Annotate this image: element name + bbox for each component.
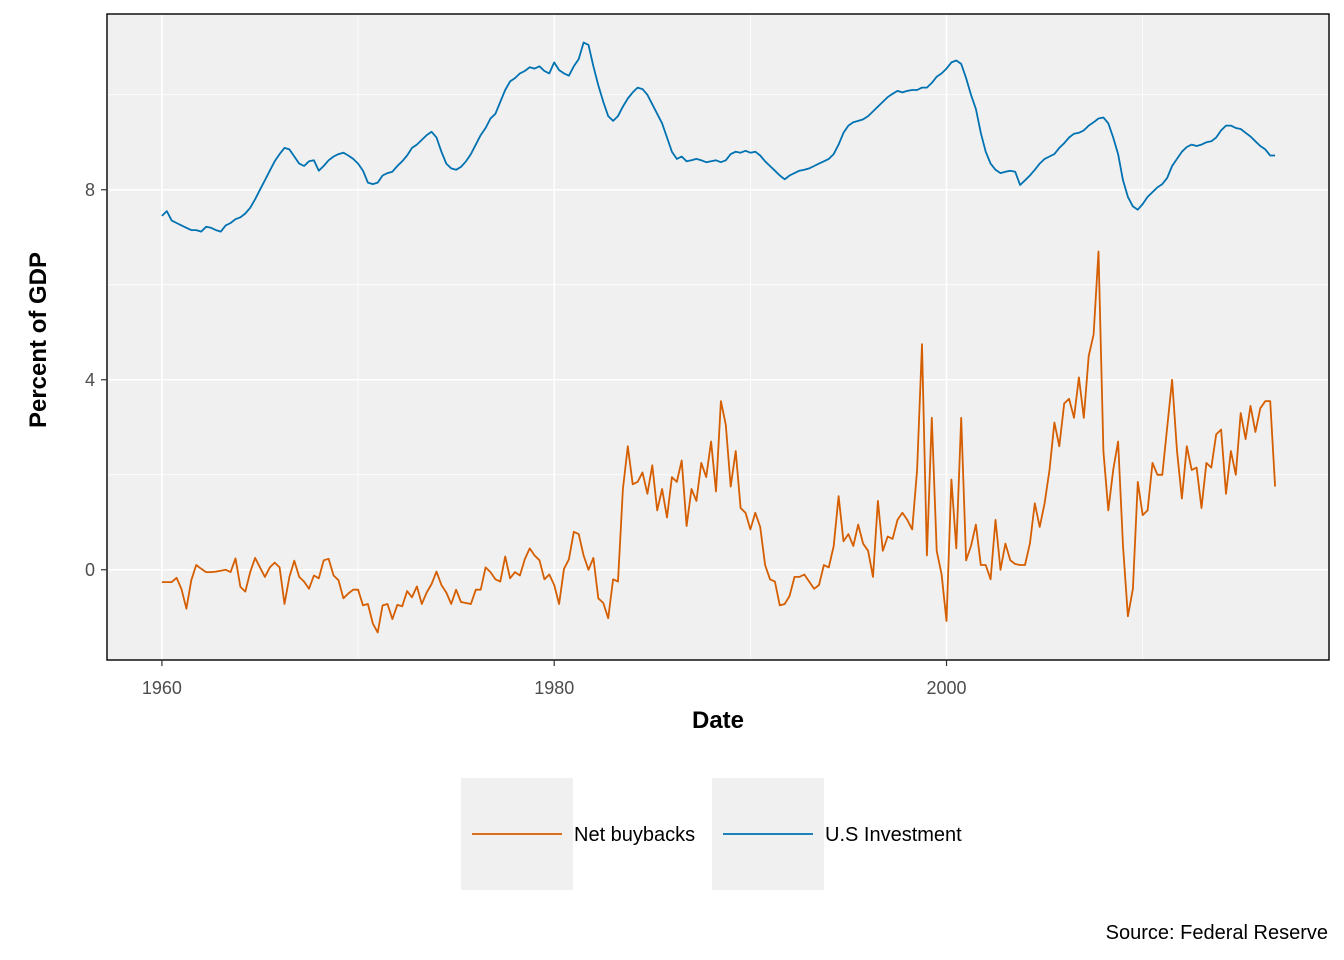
series-line-u-s-investment [161, 41, 1276, 233]
y-tick-label: 4 [85, 370, 95, 390]
minor-gridlines [107, 14, 1329, 660]
series-lines [161, 41, 1276, 634]
legend-label-u-s-investment: U.S Investment [825, 824, 962, 846]
y-axis: 0 4 8 [85, 180, 107, 580]
x-tick-label: 2000 [926, 678, 966, 698]
plot-border [106, 13, 1330, 661]
x-axis: 1960 1980 2000 [142, 660, 967, 698]
x-tick-label: 1960 [142, 678, 182, 698]
legend-label-net-buybacks: Net buybacks [574, 824, 695, 846]
legend: Net buybacks U.S Investment [461, 778, 962, 890]
plot-panel [107, 14, 1329, 660]
source-caption: Source: Federal Reserve [1106, 922, 1328, 944]
y-tick-label: 8 [85, 180, 95, 200]
series-line-net-buybacks [161, 250, 1276, 634]
y-axis-title: Percent of GDP [25, 252, 52, 428]
y-tick-label: 0 [85, 560, 95, 580]
x-axis-title: Date [692, 707, 744, 734]
x-tick-label: 1980 [534, 678, 574, 698]
